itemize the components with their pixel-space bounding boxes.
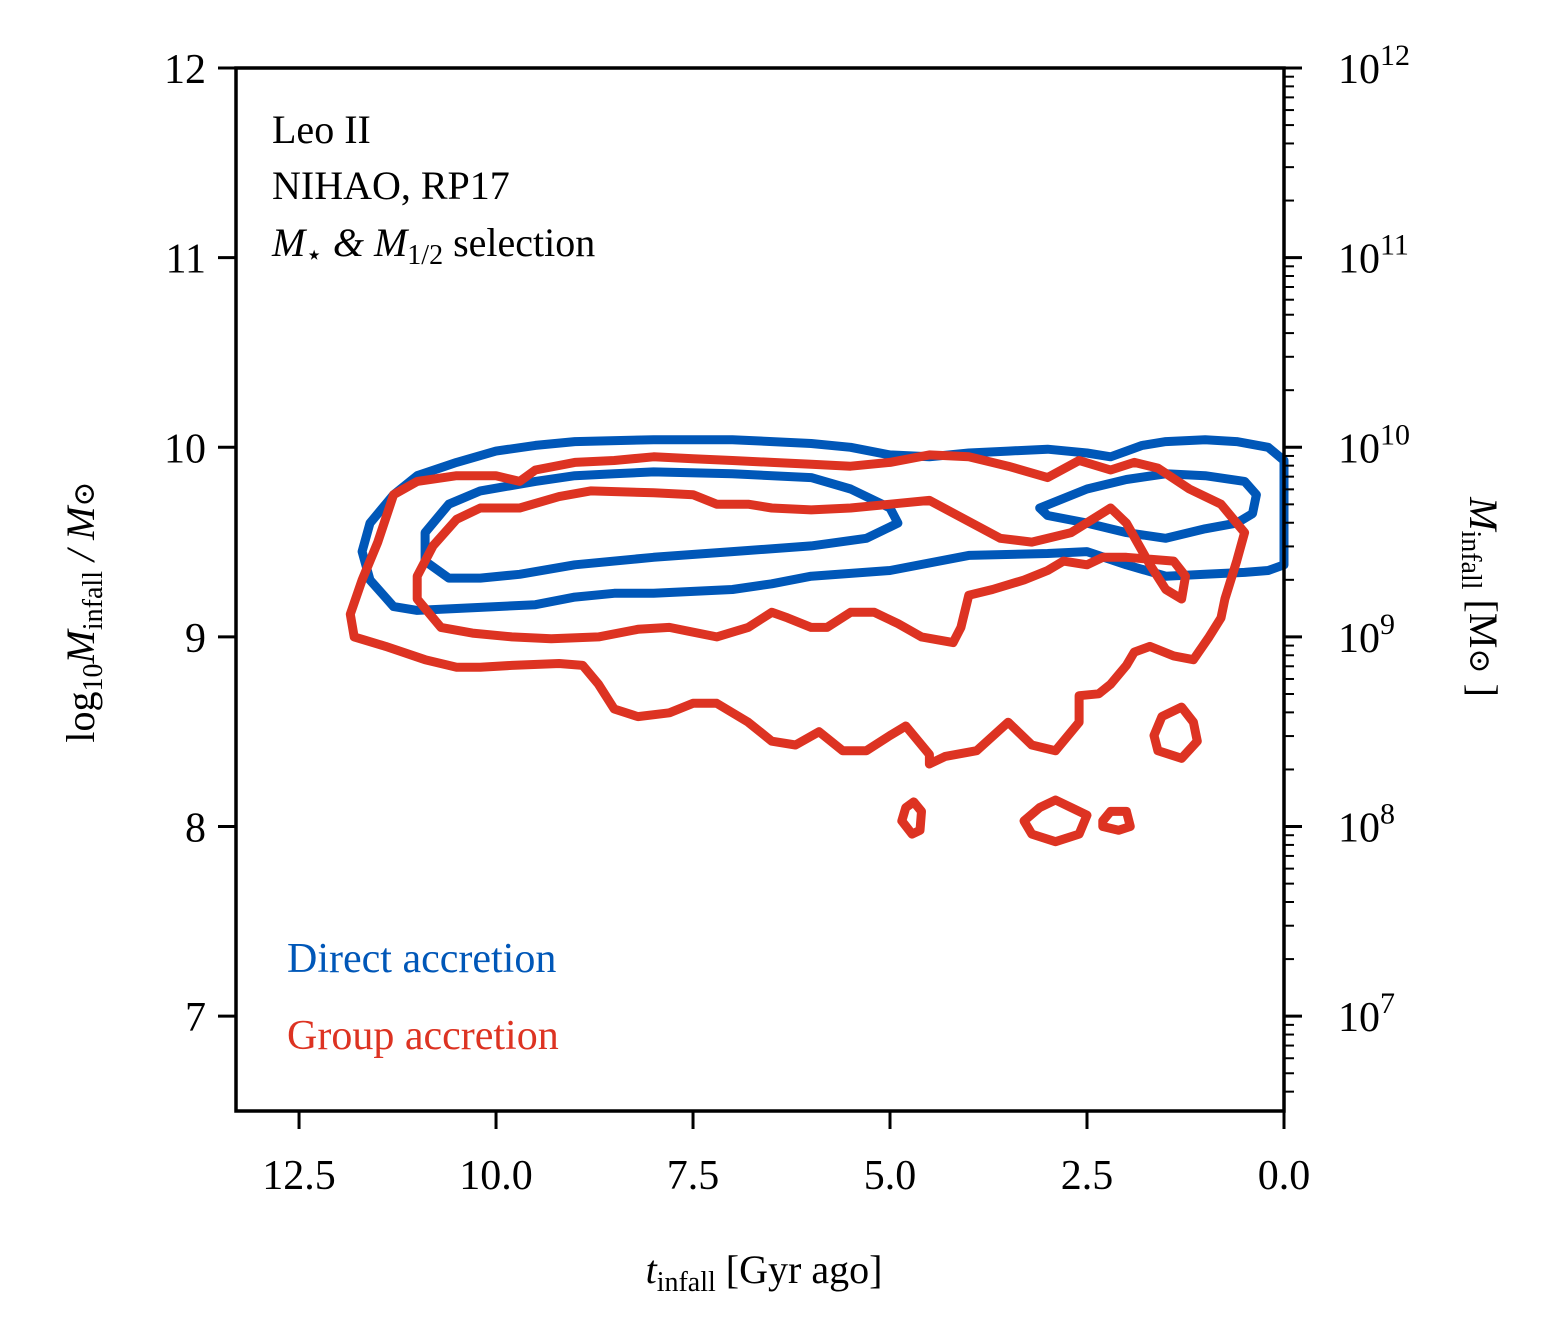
y-tick-label: 10	[164, 426, 206, 472]
annotation-line-2: NIHAO, RP17	[272, 163, 510, 208]
group-accretion-contour-3	[1149, 702, 1202, 763]
group-accretion-contour-1	[345, 450, 1250, 769]
right-y-tick-label: 1012	[1338, 39, 1410, 93]
annotation-line-3: M⋆ & M1/2 selection	[271, 220, 595, 271]
x-tick-label: 0.0	[1258, 1153, 1311, 1199]
x-axis-label: tinfall [Gyr ago]	[646, 1247, 883, 1298]
direct-accretion-contour-3	[1035, 469, 1261, 543]
right-y-tick-label: 1011	[1338, 229, 1409, 283]
group-accretion-contour-4	[897, 797, 926, 839]
legend-direct-accretion: Direct accretion	[287, 936, 556, 982]
y-tick-label: 12	[164, 47, 206, 93]
right-y-tick-label: 109	[1338, 608, 1395, 662]
contour-layer	[345, 435, 1289, 847]
annotation-line-1: Leo II	[272, 107, 371, 152]
y-tick-label: 9	[185, 616, 206, 662]
y-axis-label-left: log10Minfall / M⊙	[58, 481, 109, 742]
group-accretion-contour-5	[1019, 795, 1092, 847]
group-accretion-contour-2	[412, 486, 1190, 648]
legend-group-accretion: Group accretion	[287, 1013, 559, 1059]
y-axis-label-right: Minfall [M⊙ ]	[1455, 496, 1506, 697]
direct-accretion-contour-1	[357, 435, 1289, 615]
y-tick-label: 11	[166, 237, 206, 283]
y-tick-label: 7	[185, 995, 206, 1041]
right-y-tick-label: 1010	[1338, 418, 1410, 472]
group-accretion-contour-6	[1098, 806, 1135, 835]
x-tick-label: 2.5	[1061, 1153, 1114, 1199]
x-tick-label: 5.0	[864, 1153, 917, 1199]
plot-frame	[234, 66, 1286, 1113]
tick-layer: 12.5 10.0 7.5 5.0 2.5 0.078910111210710810910…	[164, 39, 1410, 1199]
x-tick-label: 10.0	[459, 1153, 533, 1199]
right-y-tick-label: 108	[1338, 798, 1395, 852]
x-tick-label: 7.5	[667, 1153, 720, 1199]
right-y-tick-label: 107	[1338, 987, 1395, 1041]
direct-accretion-contour-2	[420, 467, 903, 583]
y-tick-label: 8	[185, 806, 206, 852]
x-tick-label: 12.5	[262, 1153, 336, 1199]
